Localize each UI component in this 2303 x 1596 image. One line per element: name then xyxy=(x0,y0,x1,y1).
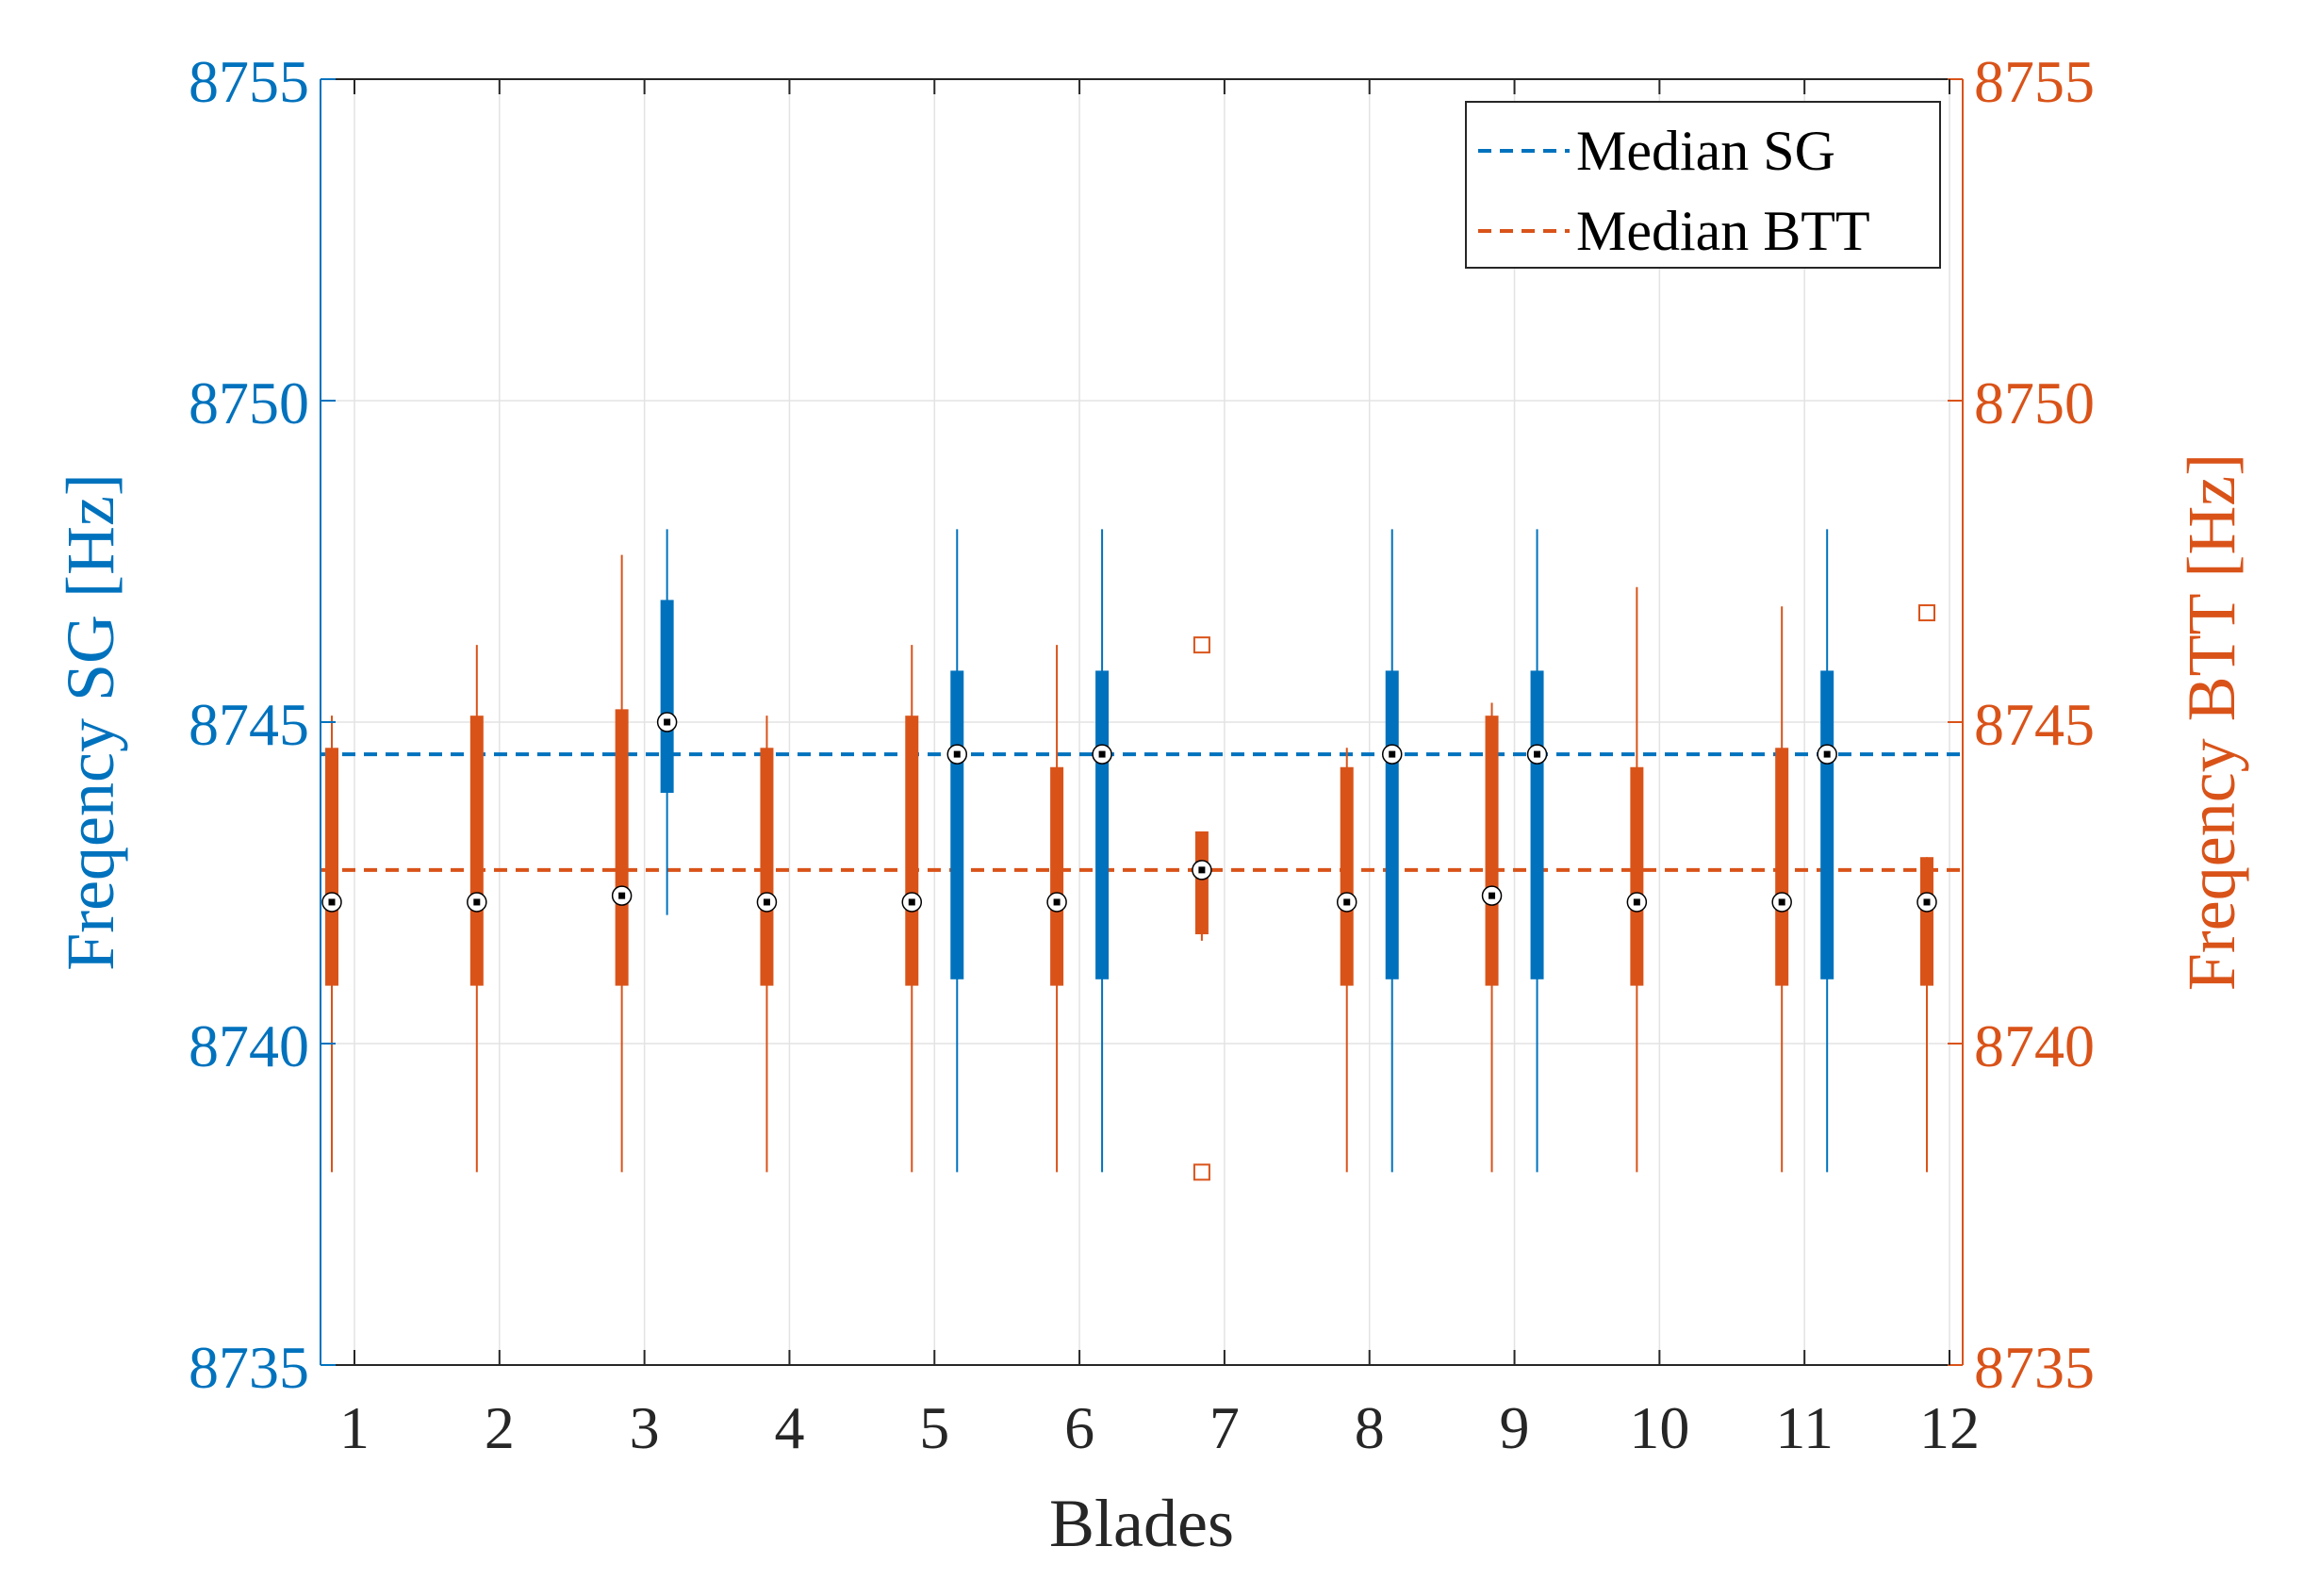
x-tick-label-10: 10 xyxy=(1629,1394,1689,1461)
y-tick-label-right-8755: 8755 xyxy=(1974,48,2095,115)
median-dot-btt-blade-12 xyxy=(1923,898,1931,906)
box-btt-blade-8 xyxy=(1340,766,1354,986)
outlier-btt-blade-12-0 xyxy=(1918,604,1935,622)
median-dot-sg-blade-3 xyxy=(664,718,671,726)
median-dot-btt-blade-4 xyxy=(763,898,770,906)
median-dot-sg-blade-11 xyxy=(1823,750,1831,758)
y-tick-label-right-8740: 8740 xyxy=(1974,1012,2095,1079)
x-tick-label-12: 12 xyxy=(1919,1394,1980,1461)
median-dot-btt-blade-10 xyxy=(1633,898,1640,906)
box-btt-blade-12 xyxy=(1920,857,1933,986)
legend: Median SG Median BTT xyxy=(1465,101,1941,269)
median-dot-sg-blade-9 xyxy=(1534,750,1541,758)
box-sg-blade-3 xyxy=(660,600,674,794)
median-dot-btt-blade-11 xyxy=(1778,898,1785,906)
box-btt-blade-5 xyxy=(905,716,919,986)
box-sg-blade-5 xyxy=(950,670,964,979)
outlier-btt-blade-7-1 xyxy=(1193,1163,1210,1181)
median-dot-btt-blade-7 xyxy=(1198,866,1206,874)
x-tick-label-6: 6 xyxy=(1064,1394,1094,1461)
x-tick-label-2: 2 xyxy=(485,1394,515,1461)
median-dot-btt-blade-6 xyxy=(1053,898,1061,906)
legend-label-median-sg: Median SG xyxy=(1576,120,1835,182)
x-tick-label-8: 8 xyxy=(1355,1394,1385,1461)
median-dot-sg-blade-6 xyxy=(1098,750,1106,758)
y-tick-label-right-8750: 8750 xyxy=(1974,370,2095,436)
median-dot-btt-blade-3 xyxy=(618,892,626,899)
y-axis-label-left: Freqency SG [Hz] xyxy=(53,473,128,971)
axes xyxy=(320,78,1964,1366)
box-btt-blade-4 xyxy=(760,748,774,986)
y-tick-label-right-8735: 8735 xyxy=(1974,1334,2095,1401)
x-tick-label-11: 11 xyxy=(1775,1394,1834,1461)
median-dot-btt-blade-8 xyxy=(1343,898,1351,906)
x-tick-label-7: 7 xyxy=(1209,1394,1240,1461)
y-tick-label-left-8750: 8750 xyxy=(189,370,309,436)
box-sg-blade-8 xyxy=(1385,670,1399,979)
box-btt-blade-10 xyxy=(1630,766,1644,986)
box-sg-blade-6 xyxy=(1095,670,1110,979)
median-dot-btt-blade-9 xyxy=(1489,892,1496,899)
box-btt-blade-6 xyxy=(1050,766,1064,986)
box-btt-blade-3 xyxy=(615,709,629,986)
box-btt-blade-7 xyxy=(1194,831,1209,935)
x-tick-label-5: 5 xyxy=(919,1394,949,1461)
median-dot-sg-blade-5 xyxy=(953,750,961,758)
box-sg-blade-11 xyxy=(1820,670,1834,979)
box-btt-blade-1 xyxy=(325,748,338,986)
x-tick-label-1: 1 xyxy=(339,1394,370,1461)
median-lines xyxy=(321,752,1963,872)
median-dot-btt-blade-5 xyxy=(908,898,915,906)
median-dot-btt-blade-1 xyxy=(328,898,336,906)
y-axis-label-right: Freqency BTT [Hz] xyxy=(2174,453,2249,991)
y-tick-label-left-8745: 8745 xyxy=(189,691,309,758)
x-tick-label-4: 4 xyxy=(774,1394,804,1461)
x-tick-label-3: 3 xyxy=(630,1394,660,1461)
median-dot-btt-blade-2 xyxy=(473,898,481,906)
y-tick-label-right-8745: 8745 xyxy=(1974,691,2095,758)
box-btt-blade-9 xyxy=(1485,716,1499,986)
median-dot-sg-blade-8 xyxy=(1389,750,1396,758)
box-layer xyxy=(321,529,1937,1181)
x-axis-label: Blades xyxy=(1049,1486,1234,1561)
y-tick-label-left-8740: 8740 xyxy=(189,1012,309,1079)
box-sg-blade-9 xyxy=(1530,670,1544,979)
box-btt-blade-2 xyxy=(469,716,484,986)
outlier-btt-blade-7-0 xyxy=(1193,636,1210,654)
y-tick-label-left-8735: 8735 xyxy=(189,1334,309,1401)
x-tick-label-9: 9 xyxy=(1500,1394,1530,1461)
y-tick-label-left-8755: 8755 xyxy=(189,48,309,115)
grid xyxy=(321,78,1963,1366)
box-btt-blade-11 xyxy=(1775,748,1789,986)
legend-box xyxy=(1465,101,1941,269)
legend-label-median-btt: Median BTT xyxy=(1576,200,1870,262)
